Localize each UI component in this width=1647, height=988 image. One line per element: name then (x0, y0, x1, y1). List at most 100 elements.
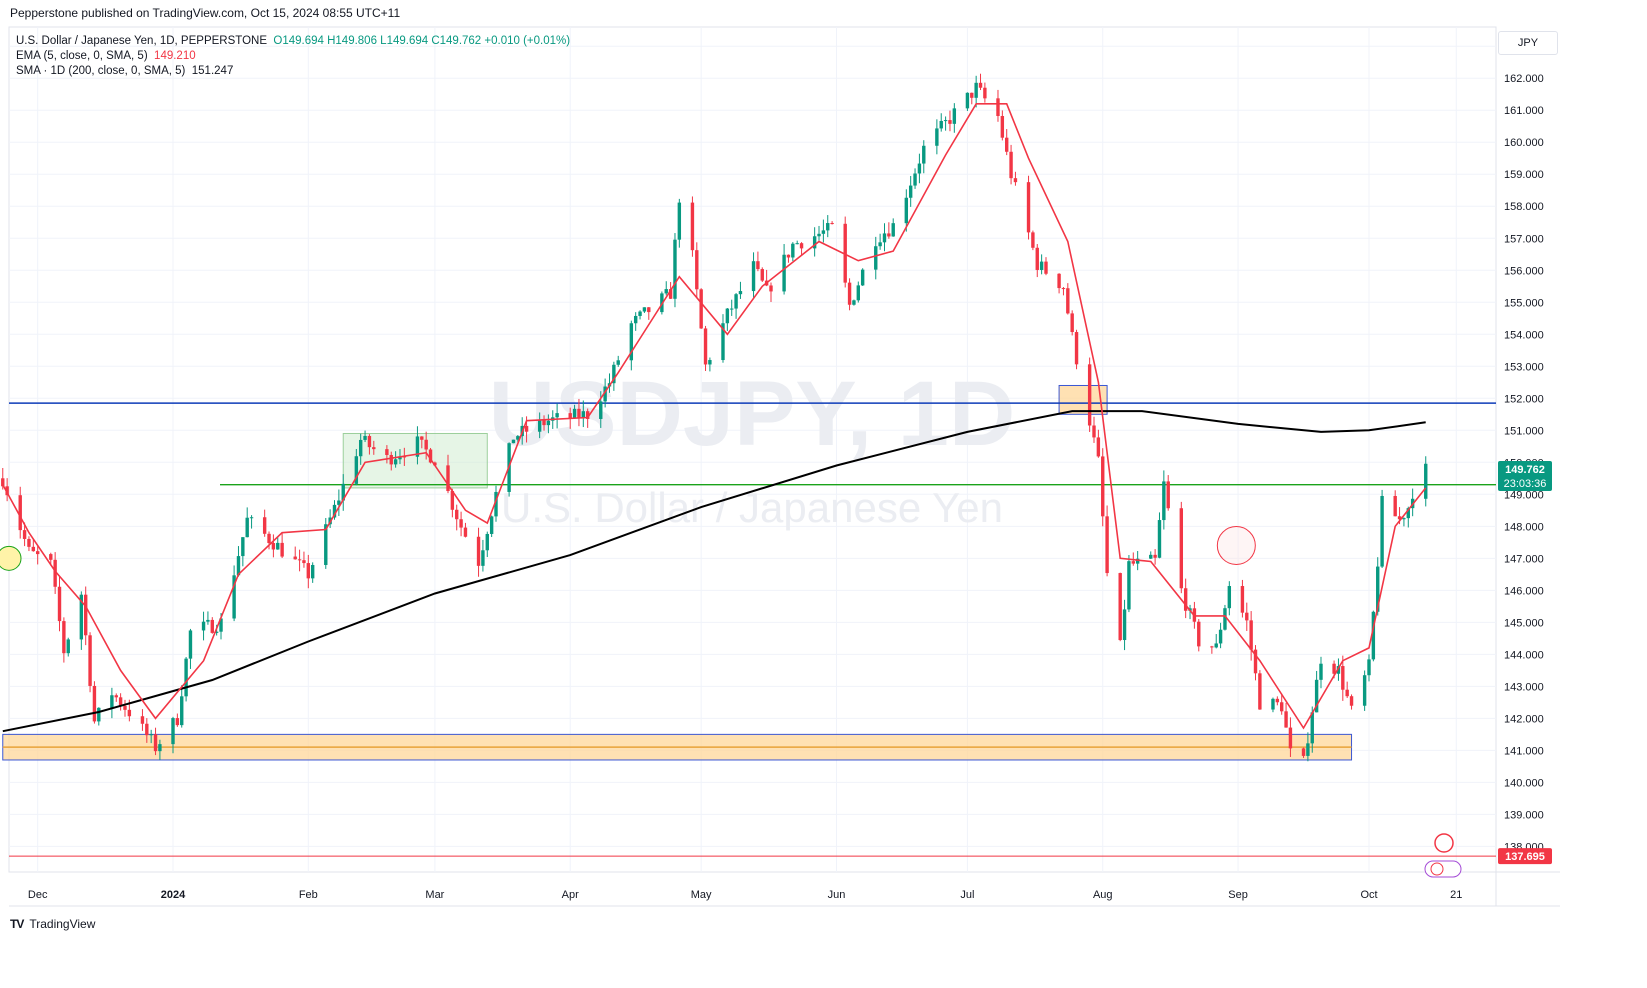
candle-body (276, 542, 280, 550)
candle-body (232, 575, 236, 619)
candle-body (577, 408, 581, 419)
candle-body (922, 145, 926, 164)
candle-body (830, 223, 834, 225)
candle-body (271, 543, 276, 550)
candle-body (1031, 232, 1035, 248)
candle-body (904, 197, 909, 224)
x-tick-label: Jul (960, 889, 974, 901)
candle-body (485, 533, 489, 551)
candle-body (1271, 698, 1275, 710)
y-tick-label: 142.000 (1504, 713, 1544, 725)
candle-body (1424, 463, 1428, 499)
candle-body (695, 250, 699, 290)
y-tick-label: 157.000 (1504, 233, 1544, 245)
candle-body (1131, 561, 1135, 564)
candle-body (145, 723, 149, 736)
y-tick-label: 147.000 (1504, 553, 1544, 565)
candle-body (1349, 696, 1354, 706)
candle-body (267, 533, 271, 544)
candle-body (214, 631, 219, 633)
legend-instrument-row: U.S. Dollar / Japanese Yen, 1D, PEPPERST… (16, 34, 570, 49)
candle-body (542, 419, 546, 426)
candle-body (1240, 586, 1245, 613)
candle-body (446, 465, 450, 492)
candle-body (1284, 711, 1288, 728)
candle-body (332, 504, 337, 518)
candle-body (1397, 516, 1402, 520)
bar-countdown-label: 23:03:36 (1504, 478, 1547, 490)
candle-body (245, 517, 249, 538)
candle-body (358, 439, 363, 457)
candle-body (249, 517, 254, 519)
currency-selector[interactable]: JPY (1498, 31, 1558, 55)
candle-body (1013, 178, 1018, 183)
candle-body (393, 459, 398, 465)
candle-body (88, 635, 92, 686)
y-tick-label: 153.000 (1504, 361, 1544, 373)
candle-body (1005, 137, 1009, 152)
legend-sma-row[interactable]: SMA · 1D (200, close, 0, SMA, 5) 151.247 (16, 64, 570, 79)
candle-body (489, 516, 494, 534)
red-level-label: 137.695 (1505, 851, 1545, 863)
candle-body (1070, 313, 1074, 333)
candle-body (188, 630, 193, 659)
candle-body (1314, 679, 1319, 713)
candle-body (149, 734, 153, 736)
candle-body (812, 236, 817, 249)
candle-body (996, 98, 1000, 117)
candle-body (385, 449, 389, 455)
candle-body (1393, 495, 1397, 517)
candle-body (1166, 481, 1170, 509)
candle-body (476, 536, 481, 566)
last-price-label: 149.762 (1505, 464, 1545, 476)
candle-body (158, 744, 162, 752)
y-tick-label: 141.000 (1504, 745, 1544, 757)
candle-body (935, 128, 939, 146)
economic-event-icon (1434, 833, 1454, 853)
candle-body (673, 239, 677, 299)
candle-body (79, 594, 84, 640)
candle-body (843, 223, 847, 283)
y-tick-label: 146.000 (1504, 585, 1544, 597)
legend-ema-row[interactable]: EMA (5, close, 0, SMA, 5) 149.210 (16, 49, 570, 64)
tradingview-logo[interactable]: TV TradingView (10, 917, 95, 931)
y-tick-label: 144.000 (1504, 649, 1544, 661)
candle-body (219, 618, 223, 632)
y-tick-label: 149.000 (1504, 489, 1544, 501)
candle-body (184, 658, 188, 697)
candle-body (459, 519, 463, 528)
candle-body (1026, 182, 1031, 233)
candle-body (31, 546, 36, 552)
candle-body (1258, 673, 1262, 710)
y-tick-label: 156.000 (1504, 265, 1544, 277)
candle-body (791, 243, 795, 258)
candle-body (826, 223, 830, 231)
candle-body (860, 269, 865, 286)
candle-body (402, 456, 407, 458)
candle-body (62, 621, 66, 654)
watermark-symbol: USDJPY, 1D (489, 363, 1016, 465)
candle-body (730, 308, 734, 310)
candle-body (1197, 621, 1201, 647)
candle-body (1127, 561, 1131, 610)
candle-body (1341, 666, 1345, 690)
candle-body (664, 289, 668, 294)
candle-body (616, 360, 620, 365)
sma200-line (2, 410, 1426, 733)
candle-body (175, 718, 180, 726)
candle-body (1280, 702, 1284, 712)
candle-body (878, 242, 882, 247)
candle-body (389, 454, 393, 465)
candle-body (1092, 425, 1096, 438)
candle-body (118, 697, 123, 706)
tradingview-mark-icon: TV (10, 917, 24, 931)
candle-body (420, 436, 424, 440)
candle-body (983, 87, 987, 99)
candle-body (1301, 748, 1306, 756)
candles-group (1, 73, 1428, 762)
candle-body (1101, 456, 1105, 517)
candle-body (699, 289, 703, 329)
candle-body (280, 542, 284, 557)
candle-body (1245, 612, 1249, 621)
